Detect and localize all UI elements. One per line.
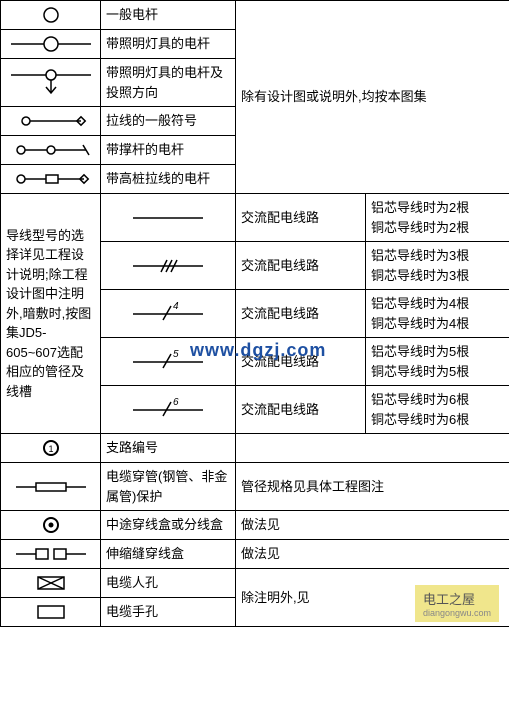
symbol-circle-line bbox=[1, 30, 101, 59]
desc: 拉线的一般符号 bbox=[101, 107, 236, 136]
symbol-tube bbox=[1, 463, 101, 511]
spec: 铝芯导线时为3根 铜芯导线时为3根 bbox=[366, 242, 509, 290]
brand-mark: 电工之屋diangongwu.com bbox=[415, 585, 499, 622]
symbol-circle-diamond-line bbox=[1, 136, 101, 165]
spec: 管径规格见具体工程图注 bbox=[236, 463, 509, 511]
note-b: 导线型号的选择详见工程设计说明;除工程设计图中注明外,暗敷时,按图集JD5-60… bbox=[1, 194, 101, 434]
spec: 铝芯导线时为2根 铜芯导线时为2根 bbox=[366, 194, 509, 242]
symbol-circle-box-diamond bbox=[1, 165, 101, 194]
desc: 交流配电线路 bbox=[236, 194, 366, 242]
desc: 伸缩缝穿线盒 bbox=[101, 540, 236, 569]
symbol-diamond-line bbox=[1, 107, 101, 136]
symbol-rect-cross bbox=[1, 569, 101, 598]
desc: 电缆手孔 bbox=[101, 598, 236, 627]
symbol-line5: 5 bbox=[101, 338, 236, 386]
symbol-circle bbox=[1, 1, 101, 30]
desc: 交流配电线路 bbox=[236, 290, 366, 338]
spec bbox=[236, 434, 509, 463]
desc: 带照明灯具的电杆 bbox=[101, 30, 236, 59]
symbol-box-box bbox=[1, 540, 101, 569]
symbol-line3 bbox=[101, 242, 236, 290]
desc: 交流配电线路 bbox=[236, 338, 366, 386]
svg-text:4: 4 bbox=[173, 301, 179, 312]
symbol-line6: 6 bbox=[101, 386, 236, 434]
desc: 带照明灯具的电杆及投照方向 bbox=[101, 59, 236, 107]
desc: 电缆穿管(钢管、非金属管)保护 bbox=[101, 463, 236, 511]
symbol-line4: 4 bbox=[101, 290, 236, 338]
desc: 交流配电线路 bbox=[236, 242, 366, 290]
spec: 铝芯导线时为6根 铜芯导线时为6根 bbox=[366, 386, 509, 434]
desc: 交流配电线路 bbox=[236, 386, 366, 434]
spec: 做法见 bbox=[236, 511, 509, 540]
symbol-circle-num: 1 bbox=[1, 434, 101, 463]
symbol-line1 bbox=[101, 194, 236, 242]
svg-text:5: 5 bbox=[173, 349, 179, 360]
spec: 铝芯导线时为5根 铜芯导线时为5根 bbox=[366, 338, 509, 386]
svg-text:1: 1 bbox=[48, 444, 53, 454]
symbol-rect bbox=[1, 598, 101, 627]
legend-table: 一般电杆 除有设计图或说明外,均按本图集 带照明灯具的电杆 带照明灯具的电杆及投… bbox=[0, 0, 509, 627]
desc: 电缆人孔 bbox=[101, 569, 236, 598]
spec: 铝芯导线时为4根 铜芯导线时为4根 bbox=[366, 290, 509, 338]
symbol-dot-circle bbox=[1, 511, 101, 540]
desc: 一般电杆 bbox=[101, 1, 236, 30]
desc: 中途穿线盒或分线盒 bbox=[101, 511, 236, 540]
spec: 做法见 bbox=[236, 540, 509, 569]
svg-text:6: 6 bbox=[173, 397, 179, 408]
desc: 带高桩拉线的电杆 bbox=[101, 165, 236, 194]
symbol-circle-line-arrow bbox=[1, 59, 101, 107]
desc: 支路编号 bbox=[101, 434, 236, 463]
desc: 带撑杆的电杆 bbox=[101, 136, 236, 165]
note-a: 除有设计图或说明外,均按本图集 bbox=[236, 1, 509, 194]
